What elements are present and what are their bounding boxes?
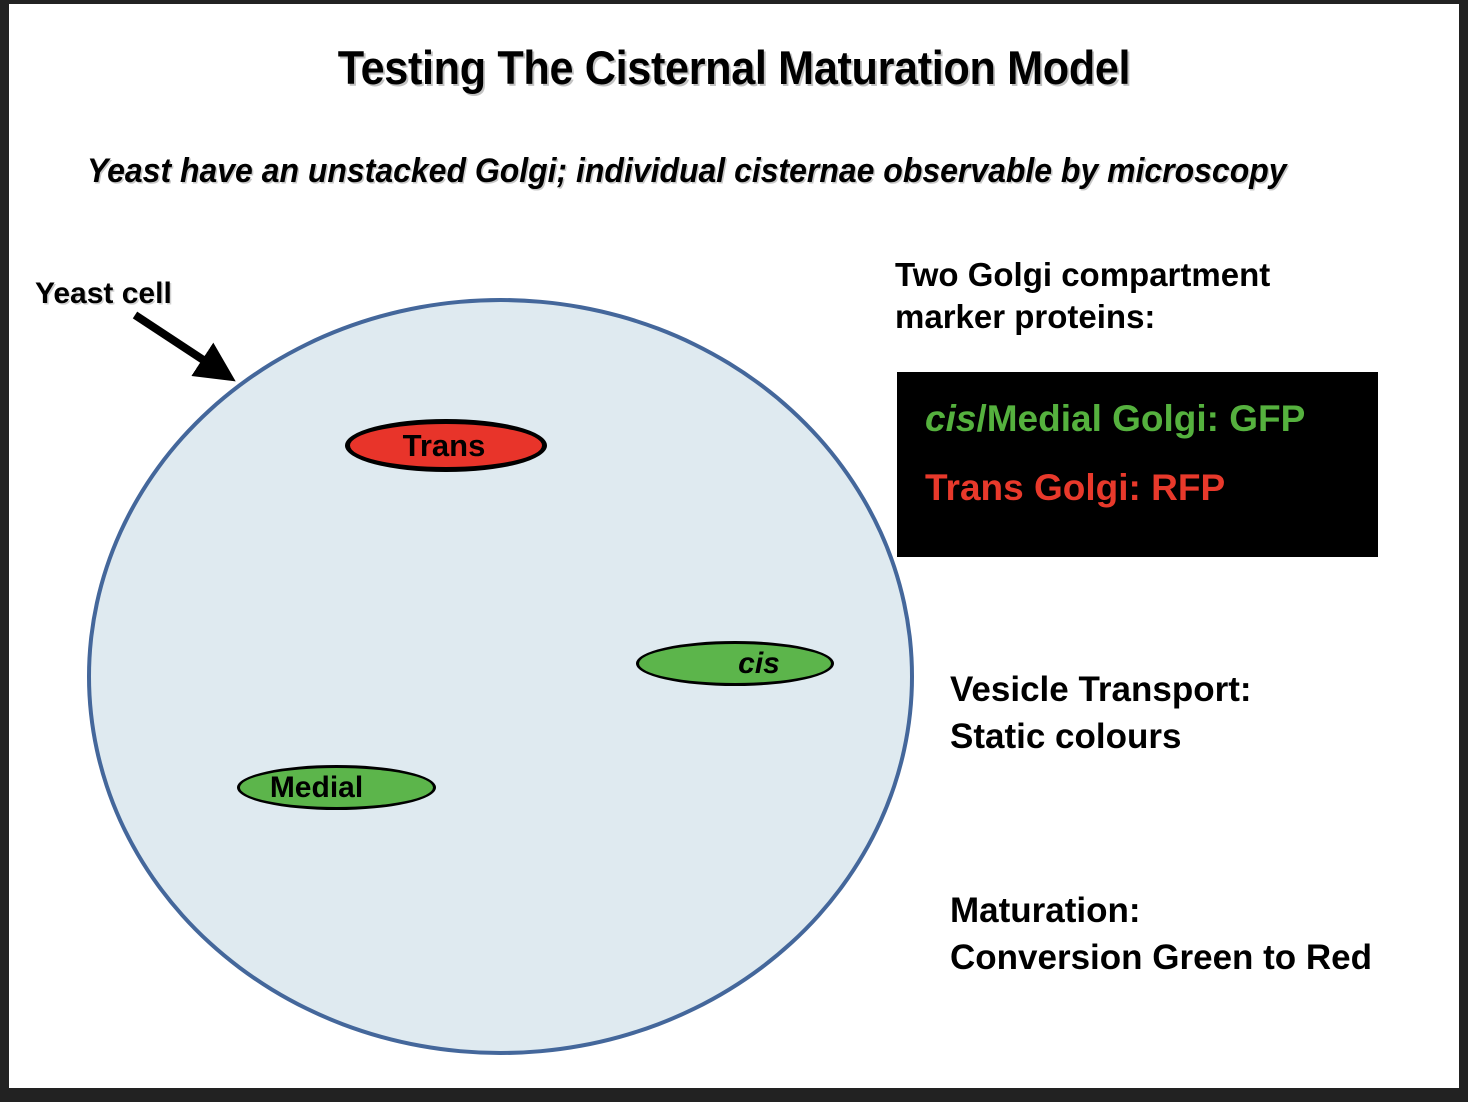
yeast-cell-label: Yeast cell	[35, 277, 172, 310]
marker-gfp-cis-word: cis	[925, 398, 977, 439]
vesicle-transport-prediction: Vesicle Transport: Static colours	[950, 670, 1252, 756]
cisterna-trans-label: Trans	[402, 427, 486, 463]
page-subtitle: Yeast have an unstacked Golgi; individua…	[87, 152, 1287, 190]
marker-rfp-line: Trans Golgi: RFP	[925, 467, 1226, 508]
marker-proteins-heading: Two Golgi compartment marker proteins:	[895, 256, 1271, 335]
cisterna-medial-label: Medial	[269, 770, 364, 804]
cisterna-trans: Trans	[345, 419, 547, 472]
maturation-prediction: Maturation: Conversion Green to Red	[950, 891, 1373, 977]
pointer-arrow-icon	[132, 311, 236, 382]
marker-proteins-box: cis/Medial Golgi: GFP Trans Golgi: RFP	[897, 372, 1378, 557]
marker-gfp-rest: /Medial Golgi: GFP	[976, 398, 1306, 439]
page-title: Testing The Cisternal Maturation Model	[337, 41, 1131, 94]
cisterna-medial: Medial	[237, 765, 436, 810]
cisterna-cis-label: cis	[738, 646, 780, 680]
cisterna-cis: cis	[636, 641, 834, 686]
marker-gfp-line: cis/Medial Golgi: GFP	[925, 400, 1378, 437]
